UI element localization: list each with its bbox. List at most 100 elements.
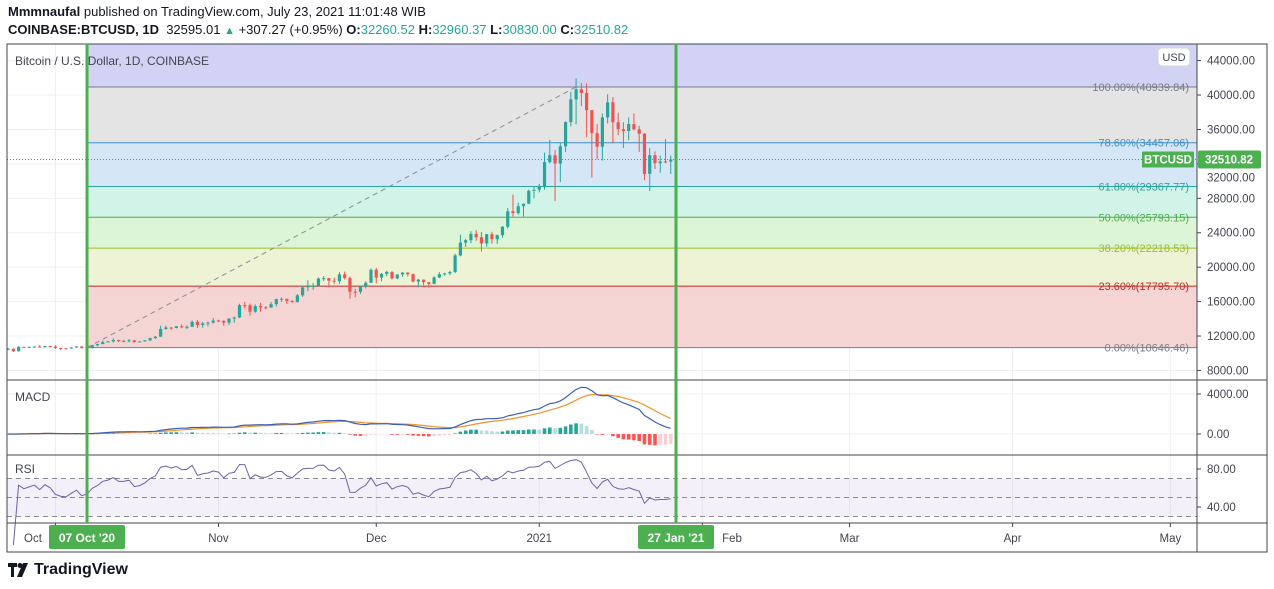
x-tick-label: Mar: [840, 533, 860, 545]
tradingview-logo[interactable]: TradingView: [8, 561, 128, 579]
macd-histogram-bar: [521, 430, 526, 434]
macd-histogram-bar: [463, 430, 468, 434]
candle-body: [185, 326, 189, 328]
candle: [316, 277, 320, 287]
candle-body: [595, 133, 599, 147]
date-marker-label: 27 Jan '21: [648, 531, 705, 545]
macd-histogram-bar: [563, 426, 568, 434]
candle-body: [327, 278, 331, 281]
candle-body: [374, 269, 378, 278]
candle: [174, 326, 179, 329]
candle-body: [206, 322, 210, 324]
candle: [474, 230, 478, 241]
candle-body: [143, 340, 147, 342]
candle: [632, 113, 636, 131]
candle: [516, 202, 520, 215]
candle: [369, 268, 373, 283]
candle: [127, 339, 131, 343]
candle: [180, 324, 184, 329]
candle: [385, 270, 389, 277]
candle: [232, 316, 236, 323]
candle-body: [358, 286, 363, 292]
candle-body: [400, 272, 405, 275]
candle: [411, 273, 415, 283]
macd-histogram-bar: [505, 430, 510, 434]
candle-body: [395, 274, 399, 279]
fib-zone: [87, 186, 1197, 218]
candle: [553, 149, 557, 202]
macd-histogram-bar: [116, 433, 121, 434]
candle-body: [637, 129, 641, 134]
candle: [443, 272, 447, 276]
candle-body: [222, 320, 226, 323]
candle: [343, 271, 347, 280]
macd-histogram-bar: [274, 432, 279, 434]
candle-body: [53, 346, 58, 348]
candle: [437, 272, 441, 279]
candle: [90, 344, 94, 349]
price-change: +307.27 (+0.95%): [238, 22, 343, 37]
candle-body: [80, 346, 84, 349]
candle-body: [137, 341, 142, 343]
x-tick-label: Apr: [1004, 533, 1022, 545]
macd-histogram-bar: [526, 429, 531, 434]
candle-body: [32, 346, 37, 348]
candle-body: [38, 346, 42, 348]
candle: [563, 121, 568, 152]
macd-histogram-bar: [132, 433, 137, 434]
macd-signal-line: [8, 393, 671, 435]
macd-histogram-bar: [653, 434, 657, 446]
macd-histogram-bar: [122, 433, 126, 434]
macd-histogram-bar: [411, 434, 415, 436]
candle-body: [606, 102, 610, 118]
candle: [479, 231, 484, 252]
tradingview-logo-icon: [8, 563, 28, 577]
candle-body: [232, 317, 236, 319]
rsi-tick-label: 80.00: [1207, 464, 1236, 476]
candle-body: [453, 255, 457, 272]
candle: [222, 320, 226, 326]
candle: [537, 183, 541, 193]
candle: [663, 139, 668, 164]
candle-body: [122, 340, 126, 342]
candle: [274, 298, 278, 307]
macd-histogram-bar: [469, 429, 473, 434]
candle-body: [279, 298, 284, 300]
macd-histogram-bar: [74, 433, 79, 435]
candle: [32, 346, 37, 348]
candle-body: [495, 235, 499, 240]
date-marker-badge: [49, 525, 125, 549]
candle: [322, 276, 326, 281]
candle-body: [469, 233, 473, 241]
candle-body: [169, 327, 173, 329]
candle-body: [153, 336, 157, 339]
y-tick-label: 28000.00: [1207, 193, 1255, 205]
candle: [301, 285, 305, 297]
currency-button[interactable]: USD: [1157, 47, 1191, 67]
published-text: published on TradingView.com, July 23, 2…: [83, 4, 426, 19]
open-value: 32260.52: [360, 22, 415, 37]
candle: [374, 267, 378, 284]
macd-histogram-bar: [495, 431, 500, 434]
candle: [306, 280, 310, 292]
candle: [658, 155, 662, 173]
candle-body: [479, 237, 484, 244]
macd-histogram-bar: [474, 429, 478, 434]
macd-histogram-bar: [484, 430, 489, 434]
publisher-name[interactable]: Mmmnaufal: [8, 4, 81, 19]
candle-body: [537, 186, 541, 190]
candle-body: [132, 340, 136, 342]
candle-body: [116, 339, 121, 341]
macd-histogram-bar: [532, 429, 536, 434]
candle-body: [632, 124, 636, 130]
logo-text: TradingView: [34, 561, 128, 578]
candle-body: [95, 344, 100, 346]
macd-histogram-bar: [642, 434, 647, 445]
candle-body: [64, 348, 68, 350]
rsi-tick-label: 40.00: [1207, 502, 1236, 514]
candle: [164, 325, 168, 330]
fib-level-label: 0.00%(10646.46): [1105, 343, 1189, 355]
candle-body: [322, 278, 326, 280]
y-tick-label: 12000.00: [1207, 331, 1255, 343]
